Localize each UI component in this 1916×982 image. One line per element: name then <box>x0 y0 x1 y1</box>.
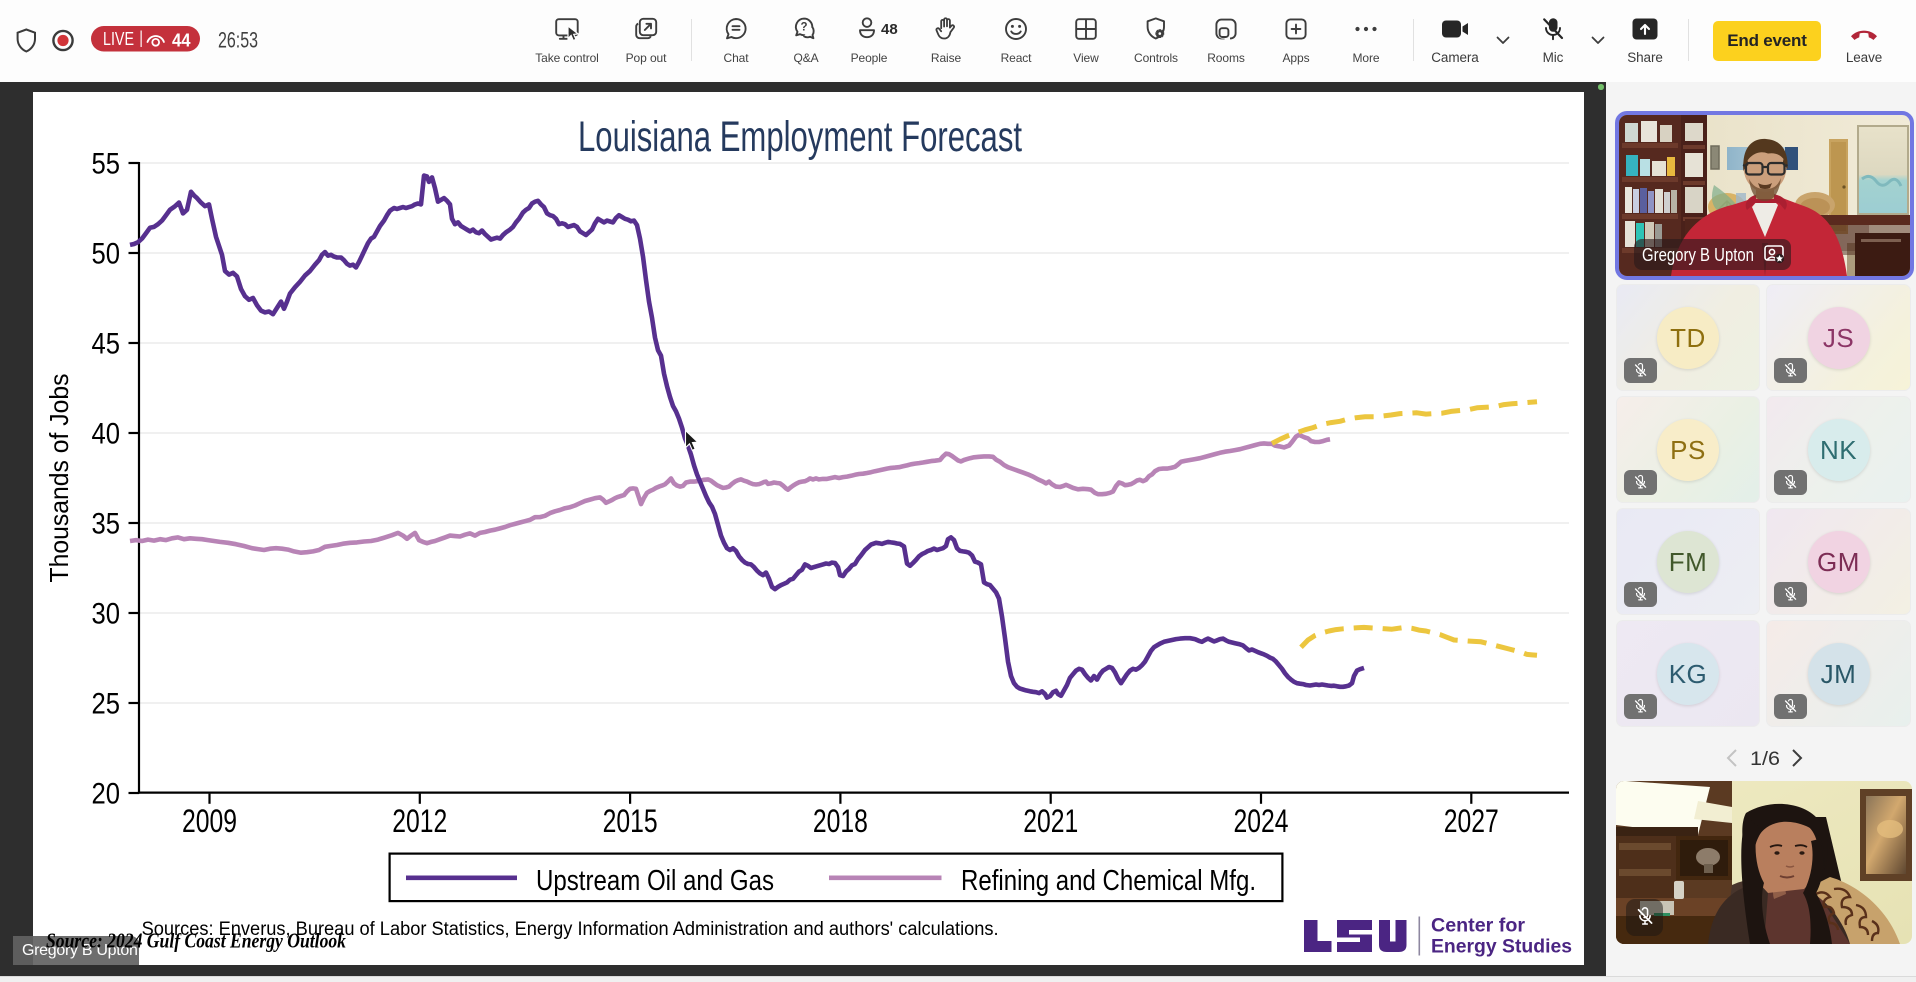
svg-text:40: 40 <box>92 418 121 451</box>
svg-text:2012: 2012 <box>392 803 447 839</box>
svg-text:Refining and Chemical Mfg.: Refining and Chemical Mfg. <box>961 865 1256 897</box>
svg-text:2018: 2018 <box>813 803 868 839</box>
svg-text:2009: 2009 <box>182 803 237 839</box>
svg-text:Energy Studies: Energy Studies <box>1431 937 1572 958</box>
svg-text:Upstream Oil and Gas: Upstream Oil and Gas <box>536 865 774 897</box>
svg-text:20: 20 <box>92 778 121 811</box>
svg-text:50: 50 <box>92 238 121 271</box>
svg-text:2021: 2021 <box>1023 803 1078 839</box>
svg-text:30: 30 <box>92 598 121 631</box>
svg-text:2027: 2027 <box>1444 803 1499 839</box>
svg-text:45: 45 <box>92 328 121 361</box>
svg-text:Sources: Enverus, Bureau of La: Sources: Enverus, Bureau of Labor Statis… <box>142 919 999 940</box>
svg-text:55: 55 <box>92 148 121 181</box>
svg-text:26:53: 26:53 <box>218 28 258 53</box>
svg-text:?: ? <box>800 22 807 34</box>
svg-text:Thousands of Jobs: Thousands of Jobs <box>44 374 74 583</box>
svg-text:44: 44 <box>172 30 191 51</box>
svg-text:35: 35 <box>92 508 121 541</box>
svg-text:LIVE: LIVE <box>103 28 134 49</box>
svg-text:25: 25 <box>92 688 121 721</box>
svg-text:2024: 2024 <box>1234 803 1289 839</box>
svg-text:Gregory B Upton: Gregory B Upton <box>1642 244 1754 265</box>
svg-text:Center for: Center for <box>1431 916 1526 937</box>
svg-text:Source: 2024 Gulf Coast Energy: Source: 2024 Gulf Coast Energy Outlook <box>46 929 346 953</box>
svg-text:Louisiana Employment Forecast: Louisiana Employment Forecast <box>578 114 1022 161</box>
svg-text:2015: 2015 <box>603 803 658 839</box>
svg-text:1/6: 1/6 <box>1750 749 1780 770</box>
